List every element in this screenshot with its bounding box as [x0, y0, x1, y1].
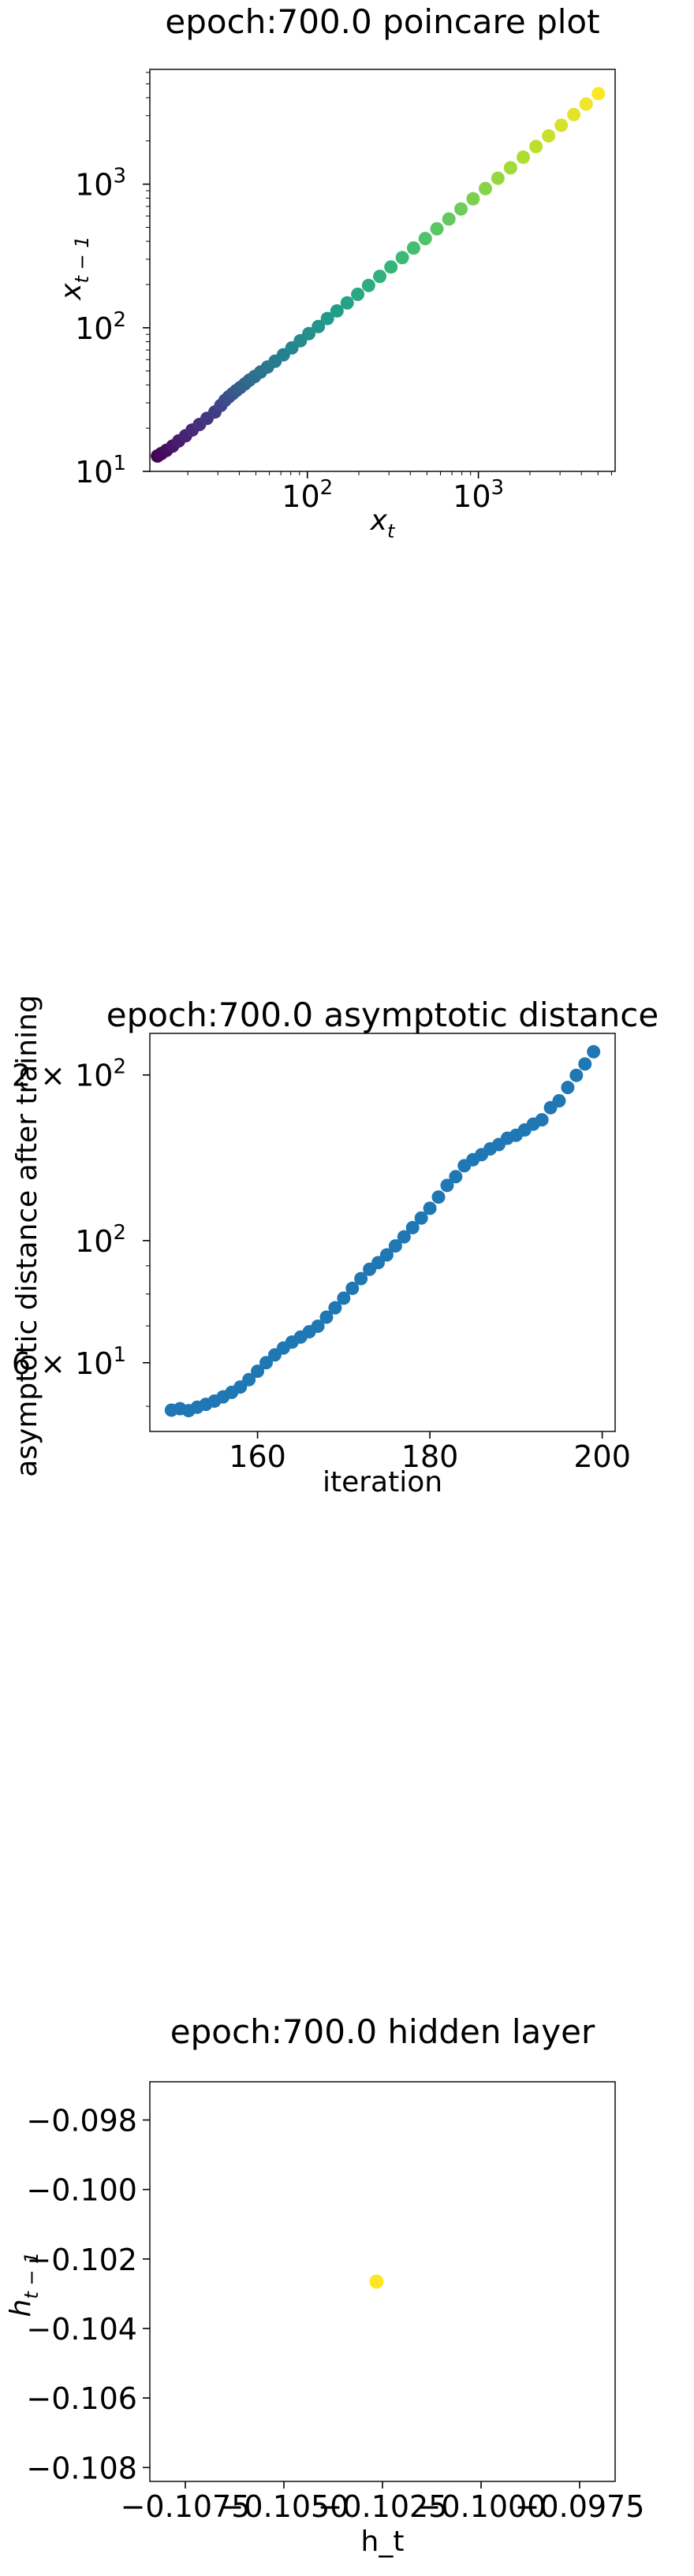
data-point: [535, 1113, 549, 1127]
data-point: [423, 1201, 437, 1215]
data-point: [454, 202, 468, 216]
data-point: [414, 1211, 428, 1225]
data-point: [442, 212, 456, 226]
y-tick-label: −0.104: [26, 2312, 137, 2347]
data-point: [337, 1291, 351, 1305]
data-point: [552, 1094, 566, 1108]
data-point: [373, 270, 387, 284]
x-tick-label: −0.1050: [219, 2489, 349, 2524]
data-point: [587, 1044, 601, 1059]
y-axis-label: ht − 1: [5, 2252, 43, 2317]
chart-title: epoch:700.0 hidden layer: [170, 2012, 595, 2051]
data-point: [561, 1081, 575, 1095]
chart-title: epoch:700.0 asymptotic distance: [106, 996, 659, 1034]
y-tick-label: 6 × 101: [12, 1343, 126, 1381]
data-point: [259, 1356, 273, 1370]
x-tick-label: 180: [401, 1439, 459, 1474]
chart-hidden: epoch:700.0 hidden layer−0.1075−0.1050−0…: [5, 2012, 644, 2558]
y-tick-label: 103: [75, 165, 126, 203]
data-point: [503, 161, 517, 175]
x-tick-label: −0.1025: [318, 2489, 448, 2524]
data-point: [430, 221, 444, 236]
plot-frame: [149, 1033, 616, 1432]
x-tick-label: −0.1075: [121, 2489, 251, 2524]
data-point: [466, 192, 480, 206]
data-point: [369, 2274, 384, 2289]
data-point: [431, 1190, 446, 1204]
data-point: [251, 1364, 265, 1379]
x-axis-label: h_t: [361, 2526, 405, 2558]
y-tick-label: −0.102: [26, 2243, 137, 2277]
data-point: [242, 1372, 256, 1387]
y-tick-label: −0.100: [26, 2173, 137, 2208]
y-tick-label: 102: [75, 308, 126, 346]
data-point: [388, 1239, 402, 1253]
data-point: [554, 118, 569, 132]
data-point: [345, 1281, 360, 1295]
y-tick-label: −0.108: [26, 2451, 137, 2485]
data-point: [379, 1248, 394, 1262]
y-tick-label: 102: [75, 1221, 126, 1259]
x-tick-label: −0.0975: [515, 2489, 645, 2524]
data-point: [529, 140, 543, 154]
y-tick-label: −0.106: [26, 2381, 137, 2416]
chart-title: epoch:700.0 poincare plot: [165, 2, 599, 41]
y-tick-label: 2 × 102: [12, 1055, 126, 1093]
plot-frame: [149, 69, 616, 472]
data-point: [578, 1057, 592, 1071]
data-point: [591, 87, 606, 101]
data-point: [491, 171, 505, 185]
data-point: [542, 128, 556, 143]
y-axis-label: asymptotic distance after training: [11, 995, 43, 1477]
data-point: [361, 278, 375, 292]
x-tick-label: −0.1000: [416, 2489, 547, 2524]
data-point: [340, 296, 354, 310]
data-point: [311, 1319, 325, 1333]
data-point: [319, 1310, 334, 1324]
data-point: [328, 1301, 342, 1315]
data-point: [479, 181, 493, 195]
x-tick-label: 103: [453, 476, 504, 514]
data-point: [397, 1230, 411, 1244]
data-point: [371, 1256, 386, 1270]
y-tick-label: 101: [75, 452, 126, 490]
x-tick-label: 160: [229, 1439, 286, 1474]
data-point: [449, 1170, 463, 1184]
data-point: [406, 241, 420, 255]
x-tick-label: 200: [573, 1439, 631, 1474]
data-point: [384, 260, 398, 274]
data-point: [395, 251, 409, 265]
data-point: [330, 303, 344, 318]
y-axis-label: xt − 1: [55, 236, 93, 300]
data-point: [405, 1220, 420, 1234]
data-point: [579, 97, 593, 111]
data-point: [569, 1068, 584, 1082]
chart-poincare: epoch:700.0 poincare plot 102 103 101 102 103…: [55, 2, 616, 542]
data-point: [354, 1271, 368, 1286]
data-point: [312, 319, 326, 333]
data-point: [302, 326, 316, 341]
chart-asymptotic: epoch:700.0 asymptotic distance 160 180 200…: [11, 995, 659, 1498]
data-point: [567, 107, 581, 121]
data-point: [351, 287, 365, 301]
data-point: [418, 232, 432, 246]
y-tick-label: −0.098: [26, 2103, 137, 2138]
x-tick-label: 102: [282, 476, 333, 514]
data-point: [440, 1178, 454, 1193]
x-axis-label: xt: [370, 504, 396, 542]
x-axis-label: iteration: [323, 1466, 442, 1498]
data-point: [516, 150, 530, 164]
data-point: [320, 311, 334, 326]
